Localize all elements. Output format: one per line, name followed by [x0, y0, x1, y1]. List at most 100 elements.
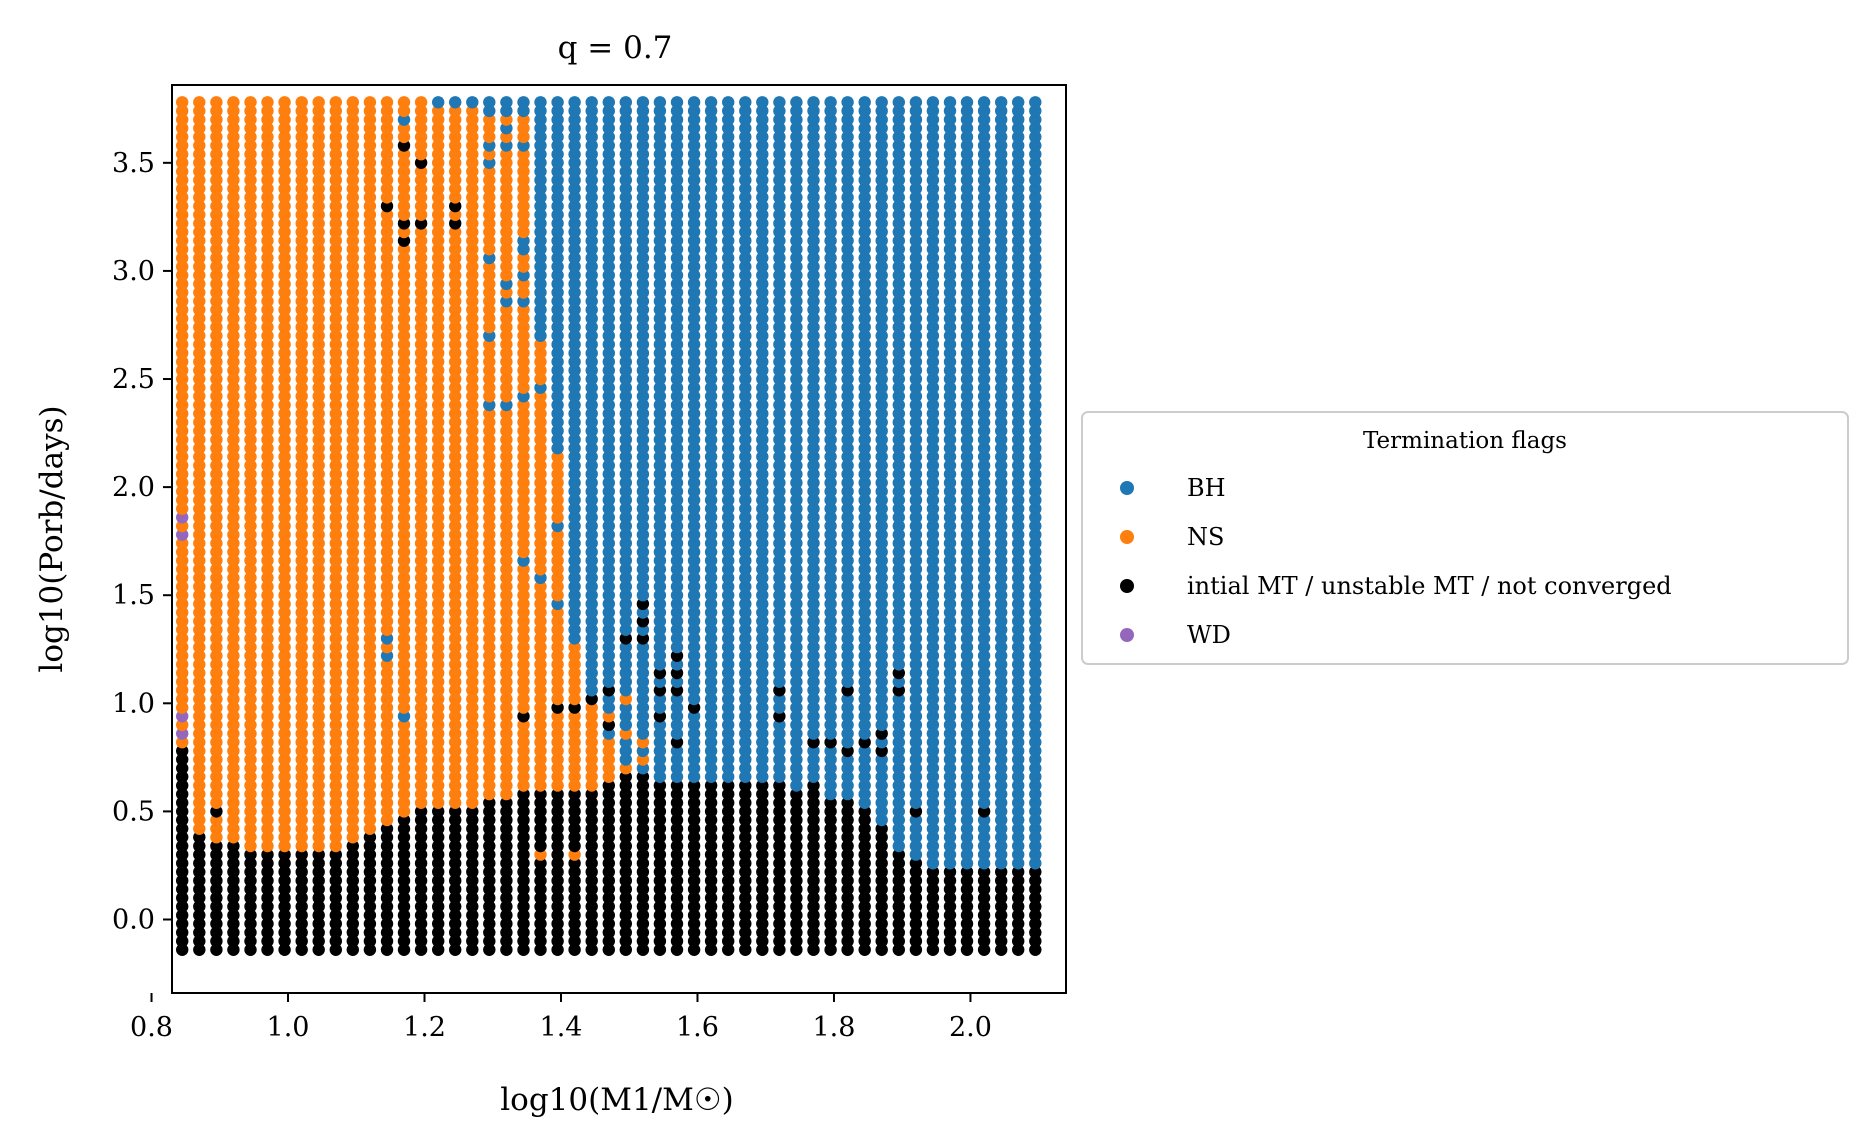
point-ns: [244, 277, 257, 291]
point-ns: [244, 165, 257, 178]
point-ns: [193, 692, 206, 706]
point-ns: [244, 286, 257, 299]
point-ns: [295, 649, 308, 662]
point-ns: [312, 537, 325, 550]
point-mt: [210, 805, 223, 818]
point-mt: [483, 822, 496, 835]
point-ns: [176, 658, 189, 671]
point-mt: [363, 883, 377, 896]
point-ns: [346, 139, 359, 152]
point-ns: [227, 589, 240, 602]
point-ns: [449, 390, 462, 403]
point-ns: [176, 467, 189, 481]
point-ns: [414, 346, 428, 360]
point-ns: [210, 692, 223, 706]
point-ns: [449, 355, 462, 368]
point-ns: [380, 684, 394, 697]
point-ns: [346, 459, 359, 472]
point-ns: [483, 122, 496, 135]
point-ns: [397, 398, 411, 412]
point-ns: [346, 589, 359, 602]
point-ns: [517, 260, 530, 273]
point-bh: [790, 96, 803, 109]
point-mt: [278, 857, 291, 870]
point-mt: [432, 909, 445, 922]
point-ns: [295, 528, 308, 541]
point-bh: [687, 96, 701, 109]
point-mt: [568, 865, 581, 879]
point-ns: [346, 779, 359, 792]
point-mt: [568, 831, 581, 844]
point-ns: [278, 104, 291, 118]
point-bh: [534, 260, 547, 273]
point-ns: [295, 493, 308, 507]
point-ns: [517, 632, 530, 645]
point-ns: [449, 130, 462, 144]
point-ns: [449, 165, 462, 178]
point-ns: [483, 701, 496, 714]
point-bh: [483, 139, 496, 152]
point-ns: [329, 623, 342, 636]
point-ns: [227, 329, 240, 342]
point-ns: [397, 260, 411, 273]
point-ns: [551, 753, 564, 766]
point-mt: [517, 934, 530, 948]
point-ns: [500, 191, 513, 204]
point-mt: [176, 926, 189, 939]
point-ns: [227, 649, 240, 662]
point-ns: [414, 364, 428, 377]
point-ns: [363, 355, 377, 368]
point-bh: [397, 113, 411, 126]
point-ns: [432, 459, 445, 472]
point-ns: [517, 762, 530, 775]
point-ns: [295, 390, 308, 403]
point-ns: [295, 710, 308, 723]
point-ns: [397, 528, 411, 541]
point-ns: [363, 606, 377, 619]
point-bh: [1012, 96, 1025, 109]
point-ns: [414, 701, 428, 714]
point-ns: [397, 199, 411, 213]
point-ns: [295, 329, 308, 342]
point-ns: [483, 390, 496, 403]
point-ns: [210, 208, 223, 221]
point-ns: [278, 606, 291, 619]
point-ns: [227, 744, 240, 758]
point-ns: [244, 537, 257, 550]
point-ns: [500, 571, 513, 585]
point-mt: [568, 874, 581, 887]
point-ns: [295, 355, 308, 368]
point-ns: [193, 744, 206, 758]
point-mt: [517, 710, 530, 723]
point-mt: [466, 934, 479, 948]
point-ns: [414, 606, 428, 619]
point-ns: [227, 493, 240, 507]
point-ns: [517, 615, 530, 628]
point-ns: [278, 191, 291, 204]
point-ns: [329, 796, 342, 809]
point-ns: [244, 104, 257, 118]
point-ns: [466, 537, 479, 550]
point-ns: [227, 96, 240, 109]
point-ns: [517, 692, 530, 706]
point-bh: [534, 286, 547, 299]
point-ns: [517, 182, 530, 195]
point-ns: [346, 710, 359, 723]
point-ns: [500, 424, 513, 438]
point-bh: [534, 295, 547, 308]
point-ns: [551, 762, 564, 775]
point-ns: [466, 736, 479, 749]
point-ns: [363, 260, 377, 273]
point-mt: [534, 796, 547, 809]
point-mt: [210, 883, 223, 896]
point-ns: [432, 191, 445, 204]
point-ns: [261, 234, 274, 247]
point-ns: [517, 744, 530, 758]
point-ns: [517, 122, 530, 135]
point-bh: [517, 139, 530, 152]
point-mt: [278, 865, 291, 879]
point-ns: [278, 398, 291, 412]
point-ns: [346, 753, 359, 766]
point-ns: [380, 727, 394, 740]
